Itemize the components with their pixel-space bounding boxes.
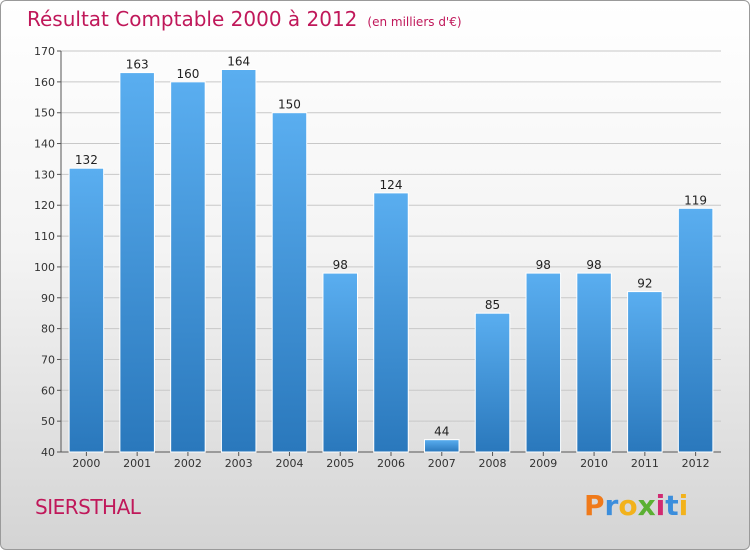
y-tick-label: 50 bbox=[41, 415, 55, 428]
bar-value-label: 150 bbox=[278, 98, 301, 112]
bar bbox=[322, 272, 358, 453]
logo-letter: r bbox=[604, 489, 619, 522]
bar-value-label: 119 bbox=[684, 193, 707, 207]
bar-value-label: 163 bbox=[126, 58, 149, 72]
bar bbox=[220, 69, 257, 453]
bar bbox=[677, 207, 714, 453]
logo-letter: t bbox=[665, 489, 679, 522]
x-tick-label: 2010 bbox=[580, 457, 608, 470]
x-tick-label: 2009 bbox=[529, 457, 557, 470]
y-tick-label: 60 bbox=[41, 384, 55, 397]
x-tick-label: 2011 bbox=[631, 457, 659, 470]
logo-letter: i bbox=[678, 489, 689, 522]
x-tick-label: 2001 bbox=[123, 457, 151, 470]
bar-value-label: 164 bbox=[227, 55, 250, 69]
y-tick-labels: 40 50 60 70 80 90 100 110 120 130 140 150 160 170 bbox=[34, 45, 55, 459]
y-tick-label: 40 bbox=[41, 446, 55, 459]
y-tick-label: 140 bbox=[34, 138, 55, 151]
chart-subtitle: (en milliers d'€) bbox=[367, 15, 462, 29]
logo-letter: i bbox=[655, 489, 666, 522]
logo-letter: x bbox=[637, 489, 656, 522]
bar-value-label: 98 bbox=[333, 258, 348, 272]
proxiti-logo[interactable]: Proxiti bbox=[584, 489, 688, 522]
bar-value-label: 124 bbox=[380, 178, 403, 192]
y-tick-label: 80 bbox=[41, 323, 55, 336]
y-tick-label: 150 bbox=[34, 107, 55, 120]
x-tick-label: 2002 bbox=[174, 457, 202, 470]
bar-value-label: 44 bbox=[434, 425, 449, 439]
x-tick-label: 2007 bbox=[428, 457, 456, 470]
bar bbox=[119, 72, 155, 453]
x-tick-label: 2003 bbox=[225, 457, 253, 470]
bar-value-label: 98 bbox=[586, 258, 601, 272]
x-tick-label: 2008 bbox=[479, 457, 507, 470]
bar bbox=[525, 272, 562, 453]
y-tick-label: 130 bbox=[34, 168, 55, 181]
bar-value-label: 92 bbox=[637, 277, 652, 291]
bar bbox=[373, 192, 409, 453]
y-tick-label: 100 bbox=[34, 261, 55, 274]
chart-title-text: Résultat Comptable 2000 à 2012 bbox=[27, 7, 358, 31]
bar bbox=[424, 439, 460, 453]
x-tick-label: 2005 bbox=[326, 457, 354, 470]
bar bbox=[576, 272, 612, 453]
x-tick-label: 2000 bbox=[72, 457, 100, 470]
logo-letter: o bbox=[618, 489, 638, 522]
y-tick-label: 70 bbox=[41, 353, 55, 366]
y-tick-label: 110 bbox=[34, 230, 55, 243]
bar bbox=[170, 81, 206, 453]
bar-value-label: 160 bbox=[176, 67, 199, 81]
y-tick-label: 160 bbox=[34, 76, 55, 89]
x-tick-label: 2006 bbox=[377, 457, 405, 470]
x-tick-label: 2004 bbox=[275, 457, 303, 470]
bar bbox=[627, 291, 663, 453]
value-labels: 132 163 160 164 150 98 124 44 85 98 98 92 119 bbox=[75, 55, 707, 439]
chart-title: Résultat Comptable 2000 à 2012 (en millie… bbox=[27, 7, 462, 31]
logo-letter: P bbox=[584, 489, 605, 522]
y-tick-label: 170 bbox=[34, 45, 55, 58]
bar-value-label: 85 bbox=[485, 298, 500, 312]
place-name: SIERSTHAL bbox=[35, 495, 141, 519]
bar bbox=[271, 112, 308, 453]
bar-value-label: 98 bbox=[536, 258, 551, 272]
bar bbox=[474, 312, 511, 453]
bar bbox=[68, 167, 105, 453]
x-tick-labels: 2000 2001 2002 2003 2004 2005 2006 2007 2008 2009… bbox=[72, 452, 710, 470]
bar-value-label: 132 bbox=[75, 153, 98, 167]
bars bbox=[68, 69, 714, 453]
y-tick-label: 120 bbox=[34, 199, 55, 212]
x-tick-label: 2012 bbox=[682, 457, 710, 470]
y-tick-label: 90 bbox=[41, 292, 55, 305]
